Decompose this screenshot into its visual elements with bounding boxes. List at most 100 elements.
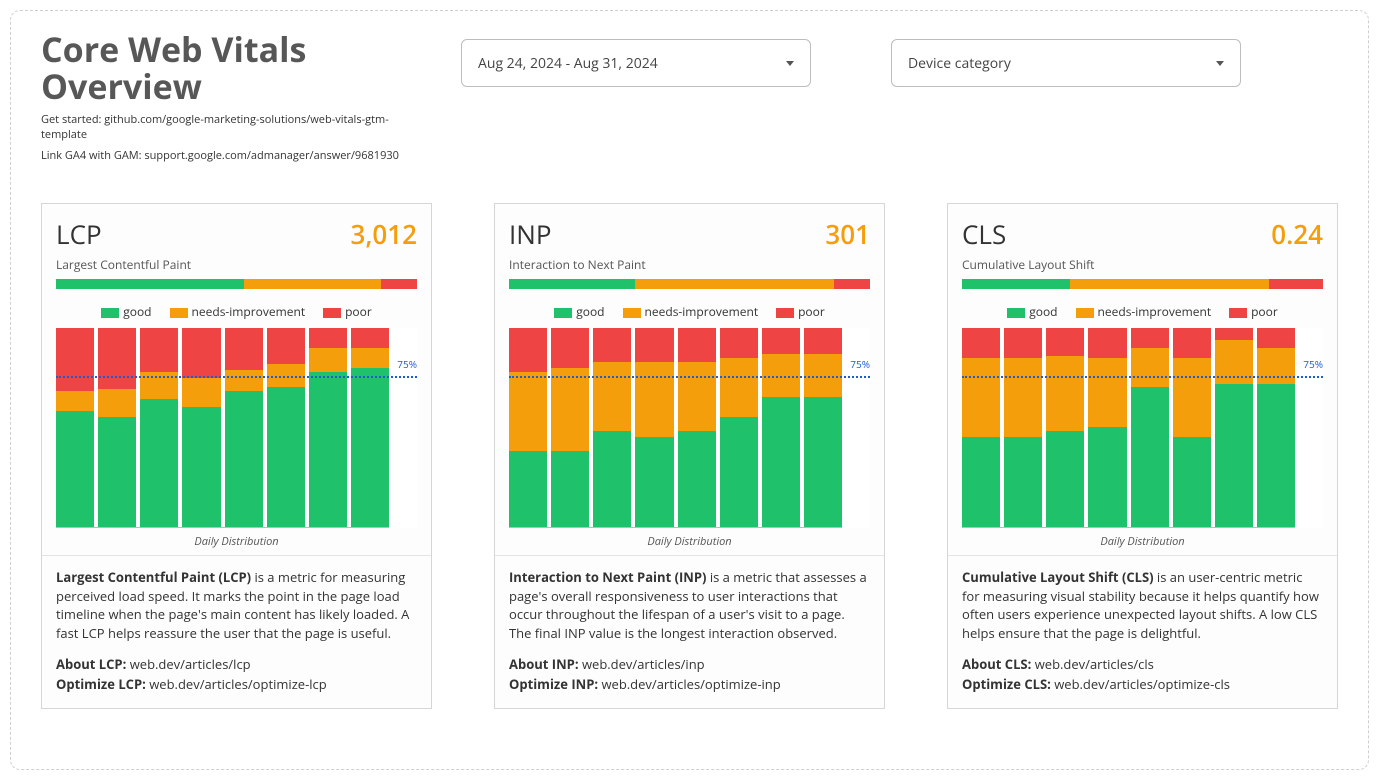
cards-row: LCP3,012Largest Contentful Paintgoodneed… bbox=[41, 203, 1338, 709]
bar-seg-needs bbox=[962, 358, 1000, 438]
metric-value: 3,012 bbox=[350, 216, 417, 252]
optimize-link-line[interactable]: Optimize LCP: web.dev/articles/optimize-… bbox=[56, 675, 417, 695]
distribution-summary-bar bbox=[56, 279, 417, 289]
bar-seg-poor bbox=[509, 328, 547, 372]
bar-seg-needs bbox=[182, 378, 220, 408]
legend-label-needs: needs-improvement bbox=[645, 303, 759, 320]
bar-seg-poor bbox=[720, 328, 758, 358]
legend-label-good: good bbox=[576, 303, 604, 320]
legend-item-good: good bbox=[101, 303, 151, 320]
card-head: LCP 3,012 bbox=[42, 204, 431, 256]
bar-seg-needs bbox=[635, 362, 673, 438]
bar-seg-good bbox=[1173, 437, 1211, 527]
bar-seg-needs bbox=[1173, 358, 1211, 438]
chart-bar bbox=[1046, 328, 1084, 527]
chart-bar bbox=[635, 328, 673, 527]
bar-seg-needs bbox=[551, 368, 589, 452]
legend-item-good: good bbox=[1007, 303, 1057, 320]
device-category-selector[interactable]: Device category bbox=[891, 39, 1241, 87]
bar-seg-good bbox=[182, 407, 220, 526]
chart-bar bbox=[509, 328, 547, 527]
chart-bar bbox=[1173, 328, 1211, 527]
threshold-line bbox=[509, 376, 870, 378]
meta-line-linkga4: Link GA4 with GAM: support.google.com/ad… bbox=[41, 148, 401, 163]
daily-distribution-chart: 75% bbox=[962, 328, 1323, 528]
metric-value: 301 bbox=[825, 216, 870, 252]
bar-seg-good bbox=[309, 372, 347, 527]
metric-fullname: Cumulative Layout Shift bbox=[948, 256, 1337, 279]
legend-swatch-good bbox=[554, 308, 572, 318]
bar-seg-poor bbox=[1131, 328, 1169, 348]
date-range-selector[interactable]: Aug 24, 2024 - Aug 31, 2024 bbox=[461, 39, 811, 87]
bar-seg-poor bbox=[225, 328, 263, 370]
metric-abbrev: CLS bbox=[962, 216, 1006, 252]
card-links: About LCP: web.dev/articles/lcpOptimize … bbox=[42, 655, 431, 708]
bar-seg-good bbox=[140, 399, 178, 526]
about-link-line[interactable]: About CLS: web.dev/articles/cls bbox=[962, 655, 1323, 675]
chevron-down-icon bbox=[1216, 61, 1224, 66]
optimize-link-line[interactable]: Optimize INP: web.dev/articles/optimize-… bbox=[509, 675, 870, 695]
bar-seg-needs bbox=[509, 372, 547, 452]
bar-seg-poor bbox=[309, 328, 347, 348]
desc-bold: Interaction to Next Paint (INP) bbox=[509, 568, 706, 586]
bar-seg-poor bbox=[56, 328, 94, 392]
legend-item-poor: poor bbox=[776, 303, 825, 320]
metric-abbrev: LCP bbox=[56, 216, 102, 252]
distribution-summary-bar bbox=[962, 279, 1323, 289]
legend-item-needs: needs-improvement bbox=[170, 303, 306, 320]
bar-seg-needs bbox=[1088, 358, 1126, 428]
legend-label-poor: poor bbox=[798, 303, 825, 320]
chart-bar bbox=[1004, 328, 1042, 527]
bar-seg-needs bbox=[98, 389, 136, 417]
threshold-label: 75% bbox=[397, 357, 417, 371]
bar-seg-poor bbox=[182, 328, 220, 378]
bar-seg-poor bbox=[140, 328, 178, 372]
hbar-seg-good bbox=[962, 279, 1070, 289]
bar-seg-good bbox=[267, 387, 305, 526]
threshold-line bbox=[56, 376, 417, 378]
legend-swatch-poor bbox=[776, 308, 794, 318]
chart-bar bbox=[351, 328, 389, 527]
legend-swatch-needs bbox=[170, 308, 188, 318]
chart-bar bbox=[1131, 328, 1169, 527]
bars-wrap bbox=[962, 328, 1295, 528]
bar-seg-poor bbox=[351, 328, 389, 348]
about-link-line[interactable]: About LCP: web.dev/articles/lcp bbox=[56, 655, 417, 675]
optimize-link-line[interactable]: Optimize CLS: web.dev/articles/optimize-… bbox=[962, 675, 1323, 695]
legend-swatch-needs bbox=[623, 308, 641, 318]
bar-seg-poor bbox=[98, 328, 136, 390]
chart-legend: good needs-improvement poor bbox=[495, 299, 884, 328]
chart-bar bbox=[678, 328, 716, 527]
metric-card-cls: CLS0.24Cumulative Layout Shift good needs-… bbox=[947, 203, 1338, 709]
header-row: Core Web Vitals Overview Get started: gi… bbox=[41, 31, 1338, 163]
metric-description: Interaction to Next Paint (INP) is a met… bbox=[495, 556, 884, 655]
bar-seg-needs bbox=[225, 370, 263, 392]
bar-seg-good bbox=[593, 431, 631, 527]
title-block: Core Web Vitals Overview Get started: gi… bbox=[41, 31, 401, 163]
legend-swatch-needs bbox=[1076, 308, 1094, 318]
bar-seg-poor bbox=[962, 328, 1000, 358]
card-links: About INP: web.dev/articles/inpOptimize … bbox=[495, 655, 884, 708]
bar-seg-good bbox=[1004, 437, 1042, 527]
legend-item-good: good bbox=[554, 303, 604, 320]
bar-seg-needs bbox=[678, 362, 716, 432]
card-head: CLS0.24 bbox=[948, 204, 1337, 256]
bar-seg-poor bbox=[1173, 328, 1211, 358]
bar-seg-good bbox=[678, 431, 716, 527]
bar-seg-needs bbox=[309, 348, 347, 372]
metric-card-inp: INP301Interaction to Next Paintgoodneeds… bbox=[494, 203, 885, 709]
legend-item-needs: needs-improvement bbox=[1076, 303, 1212, 320]
legend-item-poor: poor bbox=[1229, 303, 1278, 320]
legend-label-poor: poor bbox=[1251, 303, 1278, 320]
chart-bar bbox=[267, 328, 305, 527]
chart-bar bbox=[225, 328, 263, 527]
metric-description: Largest Contentful Paint (LCP) is a metr… bbox=[42, 556, 431, 655]
chart-bar bbox=[1088, 328, 1126, 527]
legend-label-good: good bbox=[123, 303, 151, 320]
bar-seg-good bbox=[1215, 384, 1253, 527]
chart-bar bbox=[551, 328, 589, 527]
about-link-line[interactable]: About INP: web.dev/articles/inp bbox=[509, 655, 870, 675]
threshold-label: 75% bbox=[850, 357, 870, 371]
bar-seg-poor bbox=[1004, 328, 1042, 358]
bar-seg-good bbox=[635, 437, 673, 527]
